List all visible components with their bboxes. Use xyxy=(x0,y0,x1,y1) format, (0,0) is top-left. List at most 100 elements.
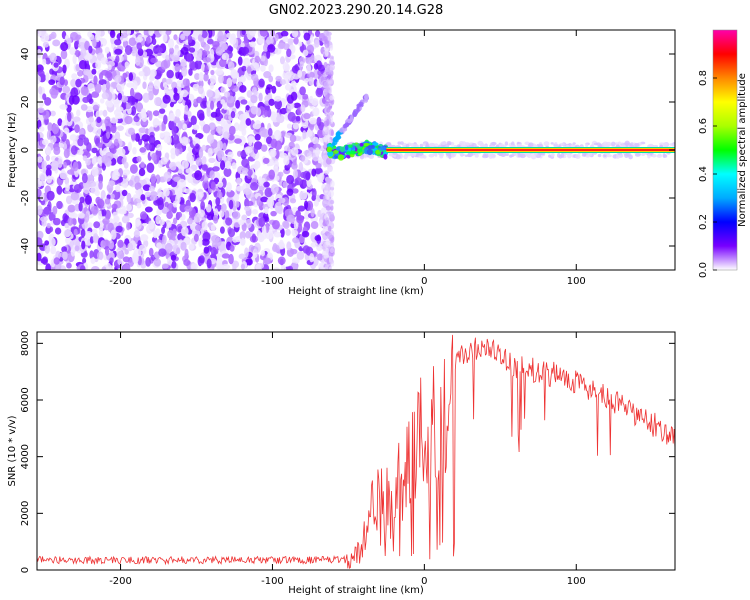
spectrogram-noise-speck xyxy=(70,87,79,98)
spectrogram-noise-speck xyxy=(52,205,58,216)
signal-spread-speck xyxy=(663,142,668,146)
signal-turbulent-speck xyxy=(367,144,372,150)
spectrogram-noise-speck xyxy=(69,212,78,219)
spectrogram-noise-speck xyxy=(116,125,124,131)
spectrogram-noise-speck xyxy=(121,205,127,214)
spectrogram-noise-speck xyxy=(226,77,233,88)
spectrogram-noise-speck xyxy=(257,36,265,44)
spectrogram-noise-speck xyxy=(302,245,310,254)
signal-spread-speck xyxy=(519,153,526,159)
spectrogram-noise-speck xyxy=(99,98,105,104)
spectrogram-noise-speck xyxy=(263,257,272,265)
spectrogram-noise-speck xyxy=(43,206,52,215)
spectrogram-noise-speck xyxy=(183,188,193,194)
signal-spread-speck xyxy=(602,141,609,147)
spectrogram-noise-speck xyxy=(326,195,330,200)
spectrogram-noise-speck xyxy=(254,133,261,141)
spectrogram-noise-speck xyxy=(45,155,50,162)
spectrogram-noise-speck xyxy=(217,74,224,84)
spectrogram-noise-speck xyxy=(329,78,334,84)
signal-spread-speck xyxy=(662,153,666,158)
signal-spread-speck xyxy=(556,152,561,158)
signal-spread-speck xyxy=(385,141,392,146)
spectrogram-noise-speck xyxy=(295,115,301,122)
spectrogram-noise-speck xyxy=(110,124,117,134)
signal-branch-speck xyxy=(364,93,369,100)
spectrogram-noise-speck xyxy=(261,224,267,235)
spectrogram-noise-speck xyxy=(315,87,324,98)
colorbar-ticks: 0.0 0.2 0.4 0.6 0.8 xyxy=(698,70,717,278)
spectrogram-noise-speck xyxy=(167,38,175,49)
spectrogram-noise-speck xyxy=(122,169,131,176)
spectrogram-noise-speck xyxy=(290,147,299,156)
spectrogram-noise-speck xyxy=(197,34,203,42)
spectrogram-noise-speck xyxy=(328,211,334,218)
spectrogram-noise-speck xyxy=(318,122,325,131)
spectrogram-noise-speck xyxy=(170,254,177,261)
spectrogram-noise-speck xyxy=(292,159,297,166)
signal-turbulent-speck xyxy=(347,144,353,148)
spectrogram-noise-speck xyxy=(44,240,50,246)
spectrogram-noise-speck xyxy=(37,107,45,113)
spectrogram-noise-speck xyxy=(328,189,335,198)
spectrogram-noise-speck xyxy=(53,146,61,156)
spectrogram-noise-speck xyxy=(258,92,263,102)
spectrogram-noise-speck xyxy=(329,95,335,101)
spectrogram-noise-speck xyxy=(153,79,161,90)
spectrogram-noise-speck xyxy=(303,32,311,41)
spectrogram-noise-speck xyxy=(176,142,182,150)
spectrogram-noise-speck xyxy=(330,180,335,188)
spectrogram-noise-speck xyxy=(283,43,290,51)
spectrogram-noise-speck xyxy=(245,218,252,229)
spectrogram-noise-speck xyxy=(323,47,330,52)
spectrogram-noise-speck xyxy=(326,115,331,120)
spectrogram-noise-speck xyxy=(213,214,219,224)
spectrogram-noise-speck xyxy=(228,125,236,136)
spectrogram-noise-speck xyxy=(124,45,133,56)
spectrogram-noise-speck xyxy=(260,196,269,203)
spectrogram-noise-speck xyxy=(173,92,180,101)
signal-branch-speck xyxy=(343,123,348,128)
spectrogram-noise-speck xyxy=(225,217,233,226)
spectrogram-noise-speck xyxy=(51,123,60,135)
spectrogram-noise-speck xyxy=(278,239,284,249)
signal-turbulent-speck xyxy=(327,151,334,157)
spectrogram-noise-speck xyxy=(310,208,315,218)
spectrogram-noise-speck xyxy=(203,43,210,51)
spectrogram-noise-speck xyxy=(147,220,155,230)
snr-y-tick-label: 6000 xyxy=(20,387,31,412)
spectrogram-noise-speck xyxy=(177,211,183,218)
spectrogram-noise-speck xyxy=(165,242,173,253)
spectrogram-noise-speck xyxy=(129,87,135,98)
signal-spread-speck xyxy=(363,154,367,159)
spectrogram-noise-speck xyxy=(324,190,330,196)
spectrogram-noise-speck xyxy=(208,122,216,131)
spectrogram-noise-speck xyxy=(302,179,308,188)
spectrogram-noise-speck xyxy=(67,111,72,123)
spectrogram-noise-speck xyxy=(141,112,148,122)
spectrogram-noise-speck xyxy=(67,204,76,213)
spectrogram-noise-speck xyxy=(37,230,44,240)
spectrogram-noise-speck xyxy=(223,131,230,140)
spectrogram-noise-speck xyxy=(297,69,303,78)
spectrogram-noise-speck xyxy=(204,64,209,75)
signal-spread-speck xyxy=(597,153,602,158)
spectrogram-noise-speck xyxy=(242,188,252,196)
spectrogram-noise-speck xyxy=(250,73,259,82)
spectrogram-noise-speck xyxy=(190,115,197,126)
spectrogram-noise-speck xyxy=(273,160,279,169)
spectrogram-noise-speck xyxy=(235,99,241,109)
signal-spread-speck xyxy=(459,152,464,156)
spectrogram-noise-speck xyxy=(41,256,49,265)
spectrogram-noise-speck xyxy=(166,211,173,219)
spectrogram-noise-speck xyxy=(45,57,51,65)
spectrogram-noise-speck xyxy=(200,100,208,109)
spectrogram-noise-speck xyxy=(101,266,107,270)
spectrogram-noise-speck xyxy=(77,69,84,77)
spectrogram-noise-speck xyxy=(309,117,317,125)
spectrogram-noise-speck xyxy=(150,57,158,64)
spectrogram-noise-speck xyxy=(323,142,327,149)
spectrogram-noise-speck xyxy=(51,160,59,171)
signal-spread-speck xyxy=(504,141,509,146)
